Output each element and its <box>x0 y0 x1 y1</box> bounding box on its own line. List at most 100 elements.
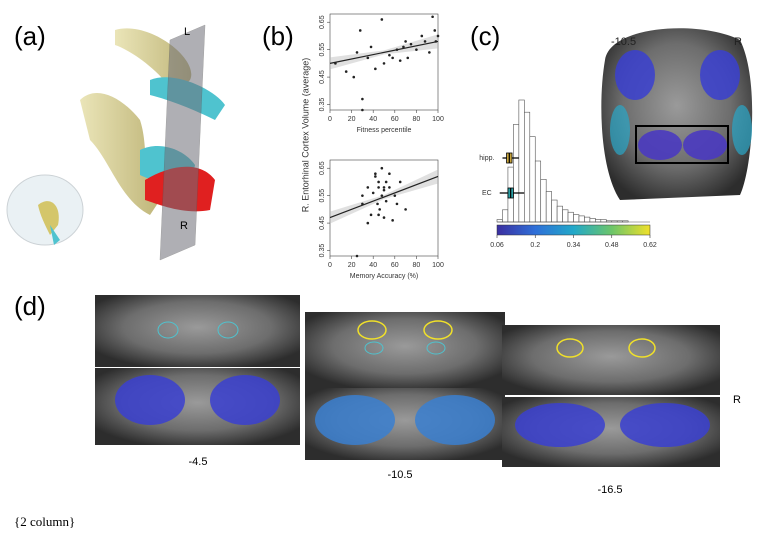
point <box>433 29 437 32</box>
x-tick-label: 80 <box>413 262 421 269</box>
point <box>377 180 380 184</box>
colorbar-tick-label: 0.62 <box>643 242 657 249</box>
point <box>409 42 413 46</box>
side-label: R <box>734 36 742 48</box>
x-tick-label: 0 <box>328 116 332 123</box>
point <box>334 62 337 65</box>
point <box>431 15 434 19</box>
point <box>352 75 356 79</box>
y-tick-label: 0.65 <box>319 15 326 29</box>
point <box>388 186 391 189</box>
point <box>434 40 438 43</box>
point <box>398 59 402 62</box>
point <box>382 188 386 192</box>
point <box>382 186 386 189</box>
point <box>355 254 359 258</box>
histogram-bar <box>595 219 602 223</box>
x-tick-label: 20 <box>348 116 356 123</box>
point <box>384 180 388 184</box>
point <box>380 194 384 197</box>
point <box>382 62 386 65</box>
point <box>388 172 391 176</box>
point <box>380 166 384 170</box>
x-tick-label: 40 <box>369 262 377 269</box>
point <box>384 199 388 203</box>
histogram-bar <box>589 218 596 223</box>
histogram-bar <box>540 179 547 223</box>
point <box>393 194 397 197</box>
slice-panels <box>95 295 720 467</box>
point <box>415 48 418 51</box>
y-tick-label: 0.45 <box>319 70 326 84</box>
coronal-slice <box>601 28 753 201</box>
histogram-bar <box>551 199 558 223</box>
render-label: L <box>184 26 190 38</box>
panel-label: (c) <box>470 21 500 51</box>
point <box>382 216 386 219</box>
point <box>374 67 377 71</box>
point <box>378 208 381 211</box>
point <box>402 45 405 49</box>
fit-line <box>329 175 439 219</box>
y-tick-label: 0.35 <box>319 98 326 112</box>
point <box>404 40 407 43</box>
y-tick-label: 0.55 <box>319 189 326 203</box>
point <box>404 208 407 211</box>
colorbar-tick-label: 0.48 <box>605 242 619 249</box>
histogram-bar <box>578 215 585 223</box>
fit-line <box>329 40 439 64</box>
panel-label: (d) <box>14 291 46 321</box>
histogram-bar <box>567 211 574 223</box>
point <box>366 56 370 60</box>
point <box>374 175 377 178</box>
caption: {2 column} <box>14 514 75 529</box>
y-axis-label: R. Entorhinal Cortex Volume (average) <box>300 58 310 213</box>
point <box>358 29 362 32</box>
x-tick-label: 40 <box>369 116 377 123</box>
point <box>388 53 391 57</box>
point <box>420 34 424 38</box>
histogram-bar <box>513 124 520 223</box>
x-axis-label: Memory Accuracy (%) <box>350 273 418 280</box>
point <box>361 202 364 206</box>
box-label: hipp. <box>479 155 494 162</box>
histogram-bar <box>534 160 542 223</box>
point <box>366 221 370 225</box>
point <box>398 180 402 184</box>
slice-label: -10.5 <box>611 36 636 48</box>
x-tick-label: 60 <box>391 116 399 123</box>
panel-label: (b) <box>262 21 294 51</box>
point <box>428 51 431 54</box>
point <box>361 108 364 112</box>
y-tick-label: 0.65 <box>319 161 326 175</box>
point <box>369 213 373 217</box>
histogram-bar <box>600 219 607 223</box>
x-tick-label: 100 <box>432 262 444 269</box>
point <box>391 219 394 222</box>
colorbar-tick-label: 0.06 <box>490 242 504 249</box>
x-tick-label: 20 <box>348 262 356 269</box>
render-label: R <box>180 220 188 232</box>
slice-label: -16.5 <box>597 484 622 496</box>
y-tick-label: 0.35 <box>319 244 326 258</box>
histogram-bar <box>518 99 525 223</box>
colorbar-tick-label: 0.2 <box>530 242 540 249</box>
point <box>380 18 384 21</box>
histogram-bar <box>496 219 503 223</box>
histogram-bar <box>573 214 580 223</box>
point <box>436 34 440 38</box>
plot-frame <box>329 13 439 111</box>
colorbar-tick-label: 0.34 <box>567 242 581 249</box>
point <box>361 194 364 197</box>
slice-label: -10.5 <box>387 469 412 481</box>
histogram-bar <box>502 209 509 223</box>
x-tick-label: 100 <box>432 116 444 123</box>
point <box>395 202 399 206</box>
point <box>376 202 379 206</box>
side-label: R <box>733 394 741 406</box>
x-tick-label: 60 <box>391 262 399 269</box>
point <box>406 56 410 60</box>
point <box>371 191 375 195</box>
y-tick-label: 0.45 <box>319 216 326 230</box>
